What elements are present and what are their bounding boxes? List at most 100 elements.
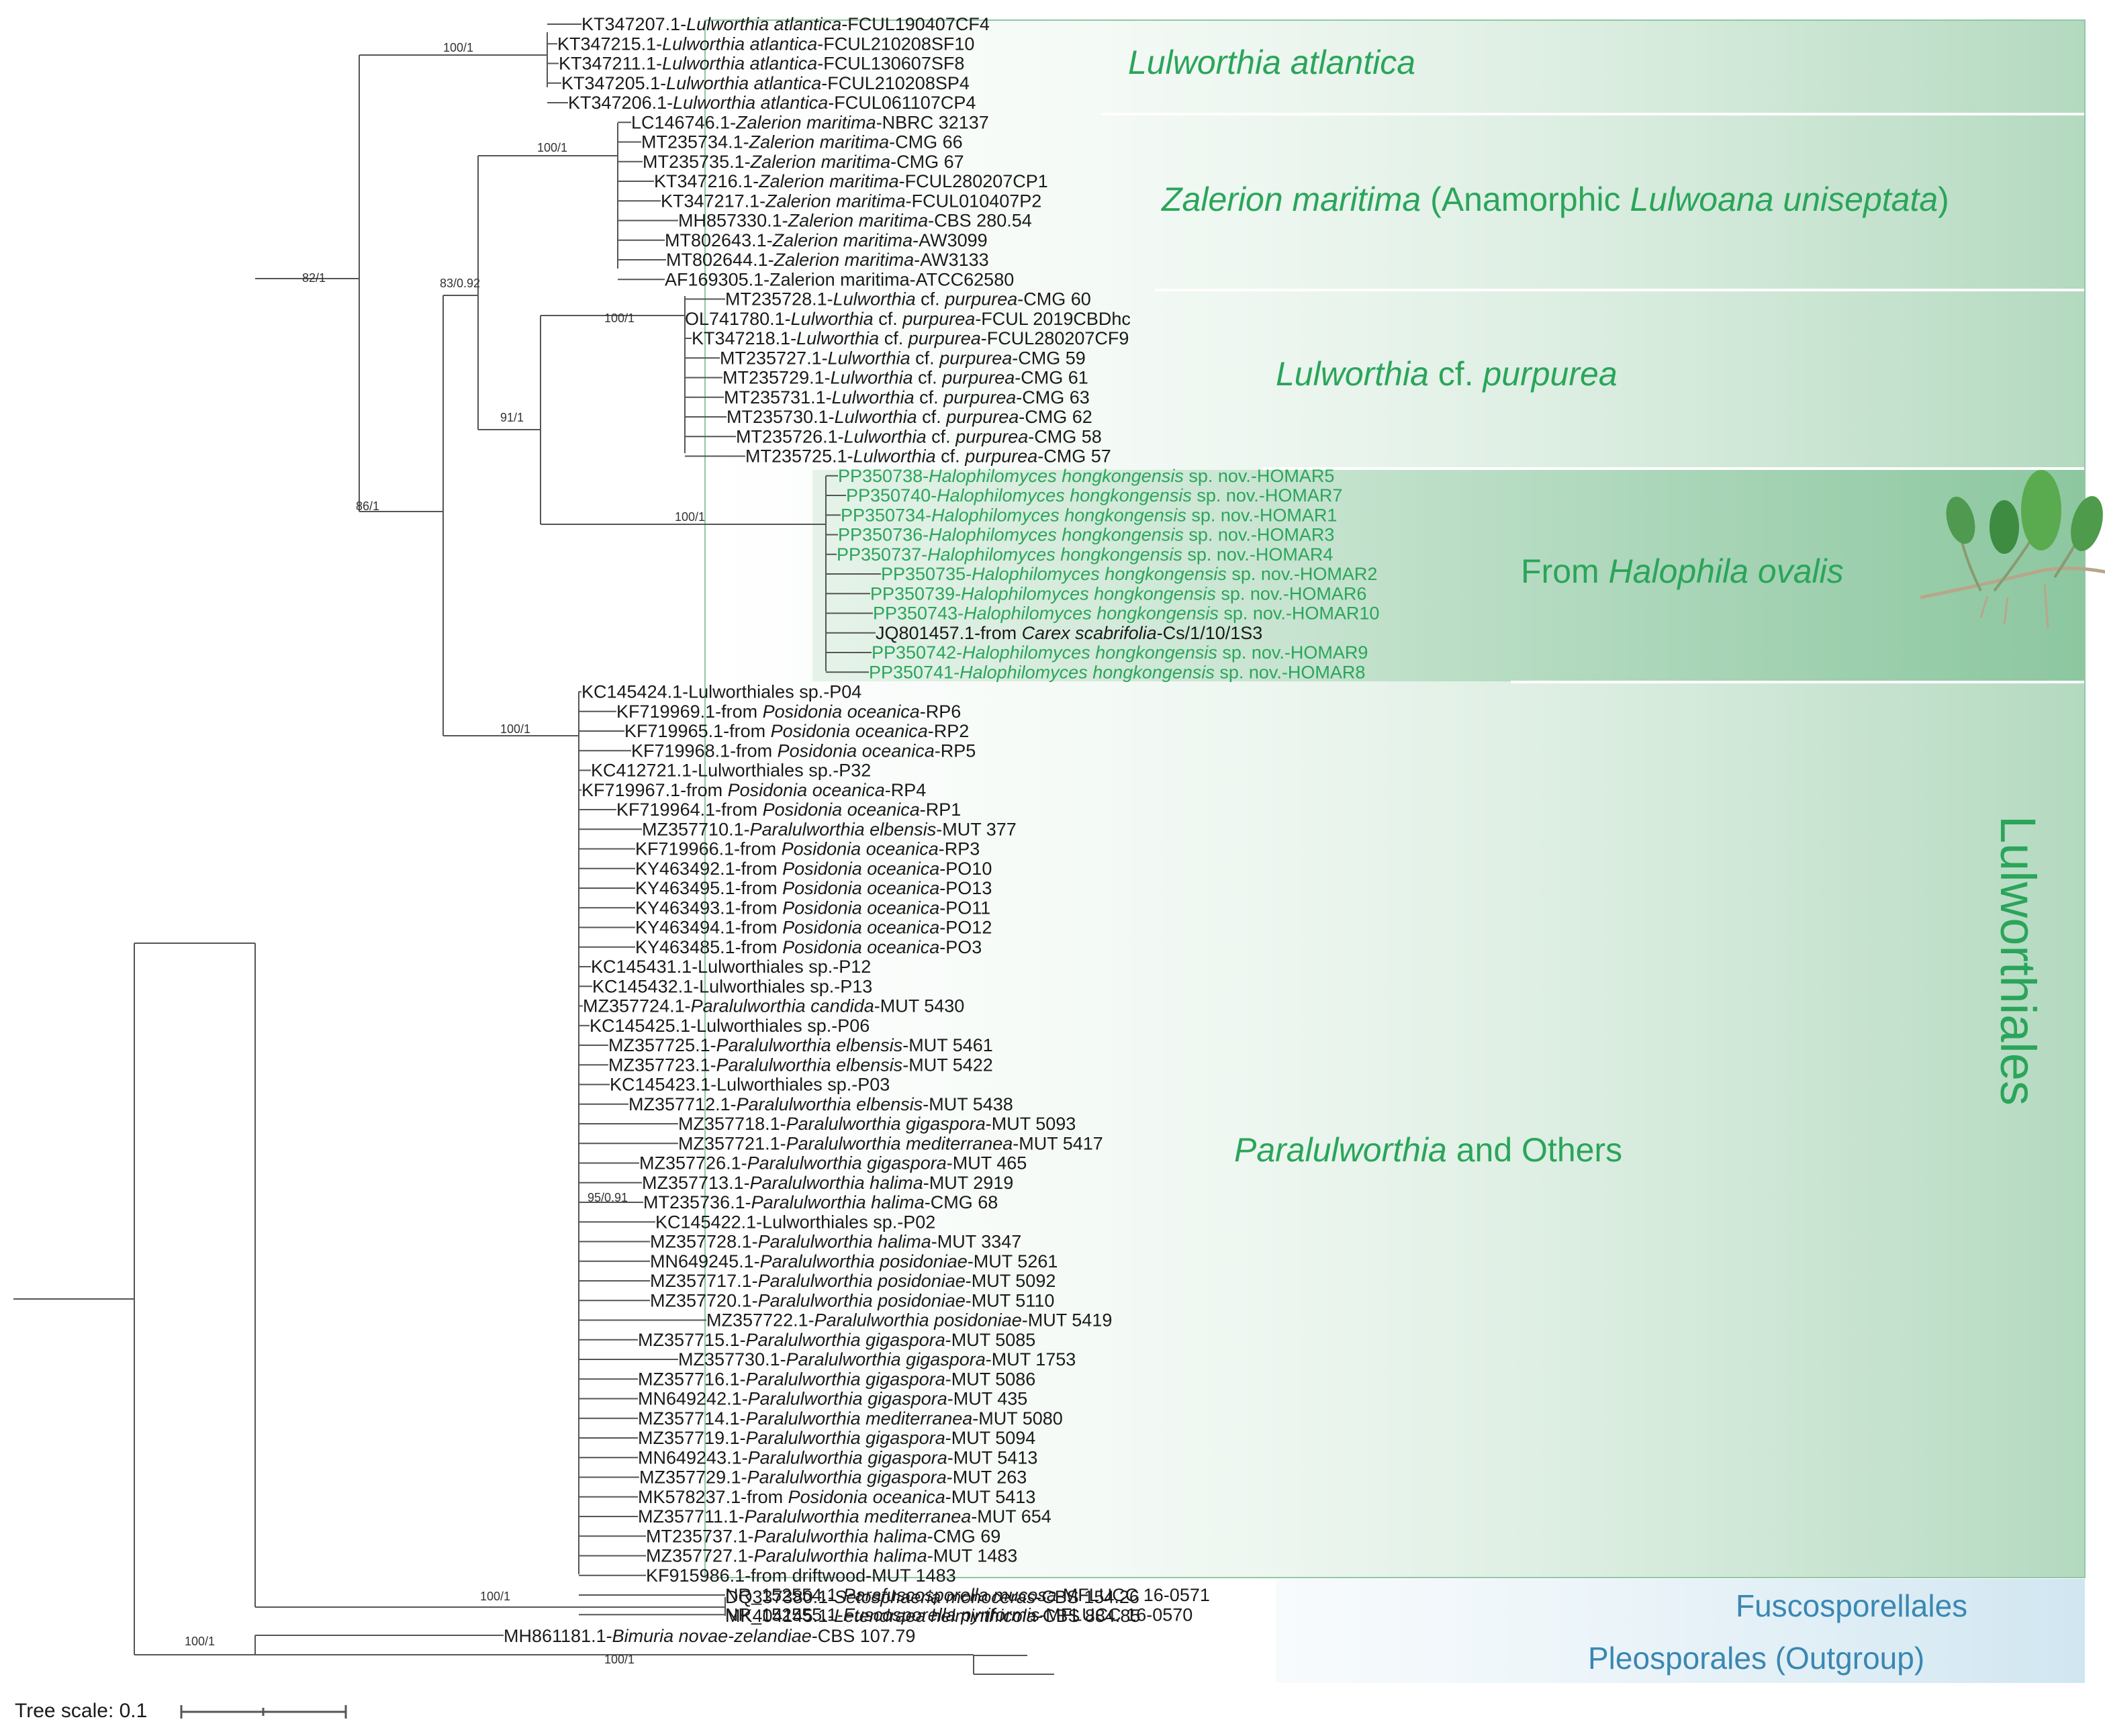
label-part: MT235726.1- [736, 426, 844, 446]
clade-label-zalerion: Zalerion maritima (Anamorphic Lulwoana u… [1161, 181, 1949, 218]
taxon-label: MN649245.1-Paralulworthia posidoniae-MUT… [650, 1251, 1058, 1271]
clade-label-halophila: From Halophila ovalis [1521, 552, 1844, 590]
label-part: Paralulworthia gigaspora [786, 1114, 986, 1134]
label-part: MT235729.1- [722, 368, 831, 388]
label-part: cf. [879, 328, 908, 348]
label-part: MT235736.1- [643, 1192, 751, 1212]
label-part: -CMG 67 [890, 152, 964, 172]
label-part: -MUT 5086 [945, 1369, 1036, 1389]
label-part: KF719966.1-from [635, 839, 782, 859]
label-part: sp. nov.-HOMAR9 [1217, 642, 1368, 663]
halophila-band [812, 470, 2085, 681]
label-part: Paralulworthia gigaspora [748, 1389, 947, 1409]
taxon-label: KT347216.1-Zalerion maritima-FCUL280207C… [654, 171, 1048, 191]
label-part: -CMG 63 [1016, 387, 1090, 407]
taxon-label: MZ357716.1-Paralulworthia gigaspora-MUT … [638, 1369, 1035, 1389]
label-part: -MUT 5438 [923, 1094, 1013, 1114]
label-part: -MUT 465 [947, 1153, 1027, 1173]
label-part: cf. [936, 446, 966, 467]
label-part: KT347206.1- [568, 93, 673, 113]
label-part: PP350740- [846, 485, 937, 505]
label-part: PP350743- [873, 604, 964, 624]
label-part: MZ357718.1- [678, 1114, 786, 1134]
label-part: JQ801457.1-from [876, 623, 1022, 643]
label-part: MZ357721.1- [678, 1133, 786, 1153]
taxon-label: MT235726.1-Lulworthia cf. purpurea-CMG 5… [736, 426, 1102, 446]
label-part: Halophilomyces hongkongensis [960, 662, 1215, 682]
label-part: Lulworthia [1276, 355, 1429, 393]
label-part: -MUT 2919 [923, 1173, 1014, 1193]
label-part: cf. [913, 368, 943, 388]
label-part: MZ357710.1- [642, 819, 750, 839]
label-part: Paralulworthia halima [751, 1192, 925, 1212]
label-part: MZ357722.1- [706, 1310, 814, 1331]
label-part: Halophilomyces hongkongensis [927, 544, 1182, 565]
taxon-label: KC145424.1-Lulworthiales sp.-P04 [581, 682, 861, 702]
label-part: KC412721.1-Lulworthiales sp.-P32 [591, 761, 871, 781]
label-part: -FCUL210208SF10 [817, 34, 974, 54]
clade-label-lulworthiales: Lulworthiales [1990, 816, 2046, 1106]
taxon-label: MZ357724.1-Paralulworthia candida-MUT 54… [583, 996, 964, 1016]
label-part: MZ357723.1- [608, 1055, 716, 1075]
label-part: Paralulworthia mediterranea [746, 1408, 973, 1429]
label-part: Lulworthia atlantica [662, 34, 817, 54]
label-part: -CMG 60 [1017, 289, 1091, 309]
support-value: 82/1 [302, 271, 326, 285]
label-part: Paralulworthia gigaspora [786, 1349, 986, 1369]
label-part: Fuscosporellales [1736, 1588, 1967, 1623]
label-part: -MUT 5413 [945, 1487, 1036, 1507]
label-part: Halophilomyces hongkongensis [931, 505, 1186, 525]
support-value: 91/1 [500, 411, 524, 424]
label-part: Paralulworthia halima [754, 1526, 927, 1546]
label-part: KY463493.1-from [635, 898, 782, 918]
taxon-label: MT802644.1-Zalerion maritima-AW3133 [666, 250, 989, 270]
taxon-label: MH861181.1-Bimuria novae-zelandiae-CBS 1… [504, 1626, 915, 1646]
label-part: -RP4 [885, 780, 927, 800]
label-part: Halophilomyces hongkongensis [962, 642, 1217, 663]
lulworthiales-band [705, 20, 2085, 1578]
label-part: -MUT 5413 [947, 1447, 1038, 1467]
label-part: MZ357713.1- [642, 1173, 750, 1193]
label-part: Lulworthia atlantica [666, 73, 821, 93]
support-value: 100/1 [443, 41, 473, 54]
label-part: -CBS 154.26 [1035, 1587, 1139, 1607]
label-part: Lulworthia [844, 426, 927, 446]
label-part: Halophilomyces hongkongensis [972, 564, 1227, 584]
taxon-label: KT347218.1-Lulworthia cf. purpurea-FCUL2… [692, 328, 1129, 348]
label-part: Paralulworthia gigaspora [747, 1153, 947, 1173]
label-part: -CMG 58 [1028, 426, 1102, 446]
label-part: Lulworthia [833, 289, 916, 309]
label-part: ) [1938, 181, 1949, 218]
label-part: NR_152554.1- [725, 1585, 843, 1605]
label-part: -RP2 [928, 721, 970, 741]
label-part: Posidonia oceanica [763, 800, 920, 820]
taxon-label: MZ357719.1-Paralulworthia gigaspora-MUT … [638, 1428, 1035, 1448]
label-part: -CMG 68 [925, 1192, 998, 1212]
taxon-label: PP350741-Halophilomyces hongkongensis sp… [869, 662, 1365, 682]
label-part: purpurea [945, 407, 1019, 427]
label-part: -MUT 654 [971, 1506, 1051, 1527]
taxon-label: MZ357722.1-Paralulworthia posidoniae-MUT… [706, 1310, 1112, 1331]
label-part: Lulworthia [796, 328, 879, 348]
label-part: PP350742- [872, 642, 962, 663]
label-part: cf. [1429, 355, 1483, 393]
label-part: sp. nov.-HOMAR5 [1184, 466, 1335, 486]
label-part: Halophilomyces hongkongensis [937, 485, 1192, 505]
taxon-label: KF719969.1-from Posidonia oceanica-RP6 [616, 702, 961, 722]
label-part: Paralulworthia gigaspora [746, 1330, 945, 1350]
label-part: -MUT 5085 [945, 1330, 1036, 1350]
label-part: MZ357719.1- [638, 1428, 746, 1448]
label-part: MT235731.1- [724, 387, 832, 407]
taxon-label: PP350743-Halophilomyces hongkongensis sp… [873, 604, 1379, 624]
taxon-label: MH857330.1-Zalerion maritima-CBS 280.54 [678, 211, 1032, 231]
label-part: -PO10 [939, 859, 992, 879]
label-part: Zalerion maritima [765, 191, 906, 211]
label-part: PP350741- [869, 662, 960, 682]
taxon-label: PP350737-Halophilomyces hongkongensis sp… [837, 544, 1333, 565]
seagrass-illustration-icon [1920, 470, 2105, 628]
taxon-label: MK404145.1-Letendraea helminthicola-CBS … [725, 1606, 1140, 1626]
label-part: MZ357717.1- [650, 1271, 758, 1291]
taxon-label: MT235734.1-Zalerion maritima-CMG 66 [641, 132, 963, 152]
